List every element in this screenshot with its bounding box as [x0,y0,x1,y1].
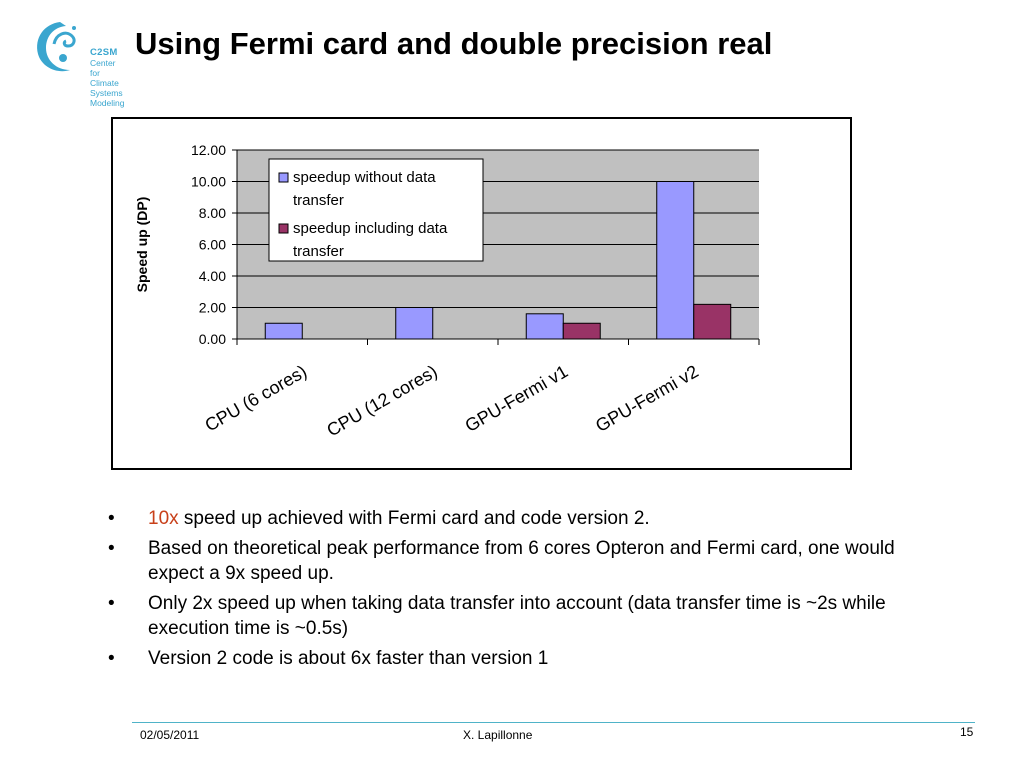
slide-title: Using Fermi card and double precision re… [135,26,773,61]
y-tick-label: 0.00 [199,331,226,347]
y-tick-label: 10.00 [191,174,226,190]
legend-swatch [278,172,289,183]
bullet-item: • Based on theoretical peak performance f… [108,536,948,586]
logo-text: C2SM Center for Climate Systems Modeling [90,47,125,109]
x-tick-label: GPU-Fermi v1 [462,361,572,436]
footer-date: 02/05/2011 [140,728,200,742]
bar-chart: 0.00 2.00 4.00 6.00 8.00 10.00 12.00 Speed up (… [134,142,760,440]
bar-without-transfer [264,322,303,340]
legend-label: speedup without data [293,169,436,186]
y-tick-label: 8.00 [199,205,226,221]
logo-line-2: Systems Modeling [90,88,125,108]
bar-without-transfer [395,307,434,340]
bar-including-transfer [693,303,732,340]
footer-divider [132,722,975,723]
bullet-dot-icon: • [108,508,115,529]
bullet-dot-icon: • [108,648,115,669]
bullet-highlight: 10x [148,508,179,529]
bullet-dot-icon: • [108,593,115,614]
page-number: 15 [960,725,974,739]
logo-name: C2SM [90,47,118,58]
legend-swatch [278,223,289,234]
bullet-dot-icon: • [108,538,115,559]
y-tick-label: 12.00 [191,142,226,158]
wave-logo-icon [37,22,76,72]
bullet-item: • 10x speed up achieved with Fermi card a… [108,506,948,531]
x-tick-label: GPU-Fermi v2 [592,361,702,436]
bullet-text: Version 2 code is about 6x faster than v… [148,648,549,669]
bullet-item: • Only 2x speed up when taking data trans… [108,591,948,641]
bar-without-transfer [525,313,564,340]
bar-without-transfer [656,181,695,340]
legend-label: transfer [293,192,344,209]
bullet-text: speed up achieved with Fermi card and co… [178,508,650,529]
c2sm-logo: C2SM Center for Climate Systems Modeling [30,14,125,108]
bullet-text: Based on theoretical peak performance fr… [148,538,895,584]
bullet-list: • 10x speed up achieved with Fermi card a… [108,506,948,676]
footer-author: X. Lapillonne [463,728,533,742]
bar-including-transfer [562,322,601,340]
logo-line-1: Center for Climate [90,58,119,88]
bullet-item: • Version 2 code is about 6x faster than … [108,646,948,671]
legend-label: transfer [293,243,344,260]
y-tick-label: 2.00 [199,300,226,316]
legend-label: speedup including data [293,220,448,237]
y-tick-label: 6.00 [199,237,226,253]
y-tick-label: 4.00 [199,268,226,284]
y-axis-title: Speed up (DP) [134,197,150,293]
bullet-text: Only 2x speed up when taking data transf… [148,593,886,639]
legend-box [268,158,484,262]
chart-container: 0.00 2.00 4.00 6.00 8.00 10.00 12.00 Speed up (… [111,117,852,470]
x-tick-label: CPU (6 cores) [201,361,310,435]
x-tick-label: CPU (12 cores) [323,361,440,440]
